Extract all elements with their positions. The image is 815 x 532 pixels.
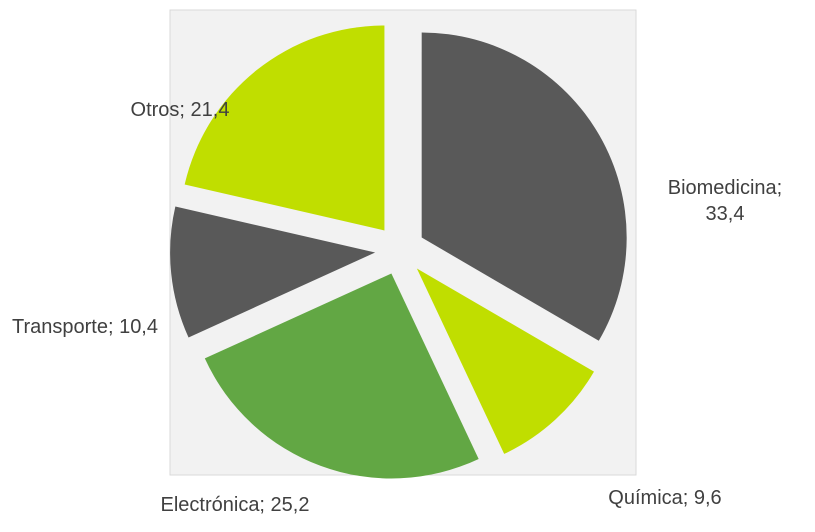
- pie-slice: [204, 273, 479, 479]
- pie-slice: [416, 268, 594, 454]
- data-label: Biomedicina; 33,4: [667, 177, 783, 225]
- data-label: Química; 9,6: [608, 487, 722, 509]
- pie-slice: [184, 25, 385, 231]
- pie-slice: [170, 206, 376, 338]
- data-label: Transporte; 10,4: [11, 316, 158, 338]
- data-label: Electrónica; 25,2: [160, 494, 310, 516]
- pie-slice: [421, 32, 627, 341]
- data-label: Otros; 21,4: [130, 99, 230, 121]
